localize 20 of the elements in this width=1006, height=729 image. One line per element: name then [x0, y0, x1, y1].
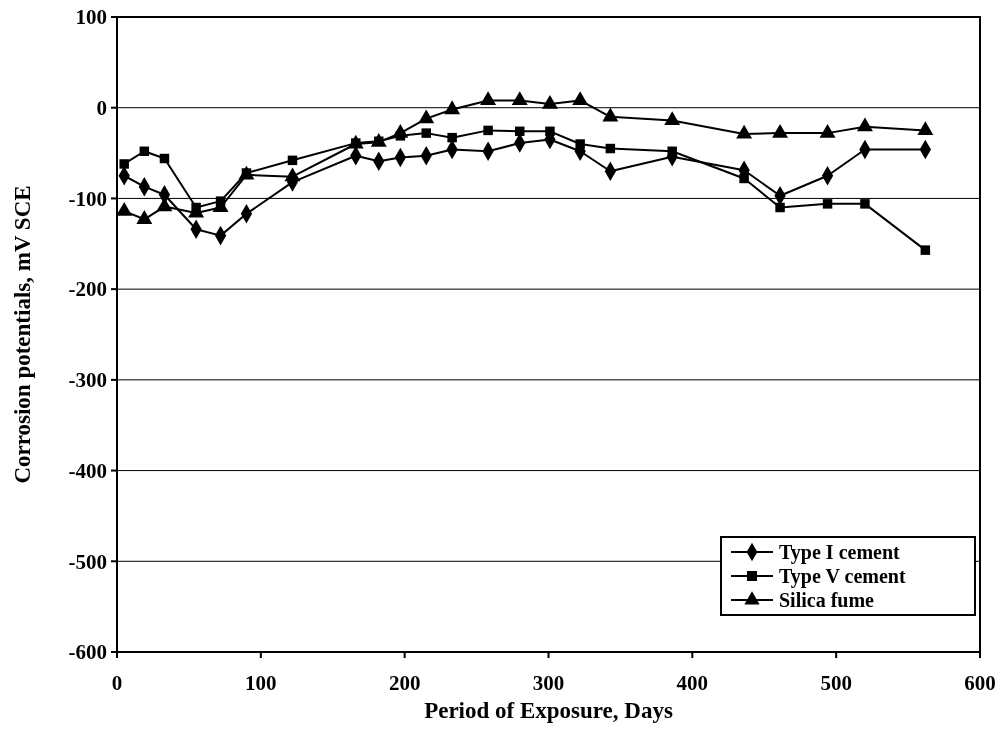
y-tick-label: -400	[68, 458, 107, 483]
legend-label: Type V cement	[779, 565, 906, 588]
y-tick-label: -300	[68, 368, 107, 393]
x-tick-label: 300	[532, 671, 565, 695]
x-tick-label: 100	[245, 671, 277, 695]
legend-label: Silica fume	[779, 589, 875, 611]
y-axis-title: Corrosion potentials, mV SCE	[10, 185, 35, 484]
x-tick-label: 400	[676, 671, 709, 695]
x-axis-title: Period of Exposure, Days	[424, 698, 673, 723]
x-tick-label: 0	[111, 671, 123, 695]
x-tick-label: 200	[388, 671, 421, 695]
y-tick-label: -600	[68, 640, 107, 665]
y-tick-label: -500	[68, 549, 107, 574]
x-tick-label: 600	[964, 671, 996, 695]
y-tick-label: 0	[96, 96, 107, 121]
x-tick-label: 500	[820, 671, 852, 695]
y-tick-label: 100	[75, 5, 107, 30]
y-tick-label: -100	[68, 186, 107, 211]
y-tick-label: -200	[68, 277, 107, 302]
legend-label: Type I cement	[779, 541, 901, 564]
